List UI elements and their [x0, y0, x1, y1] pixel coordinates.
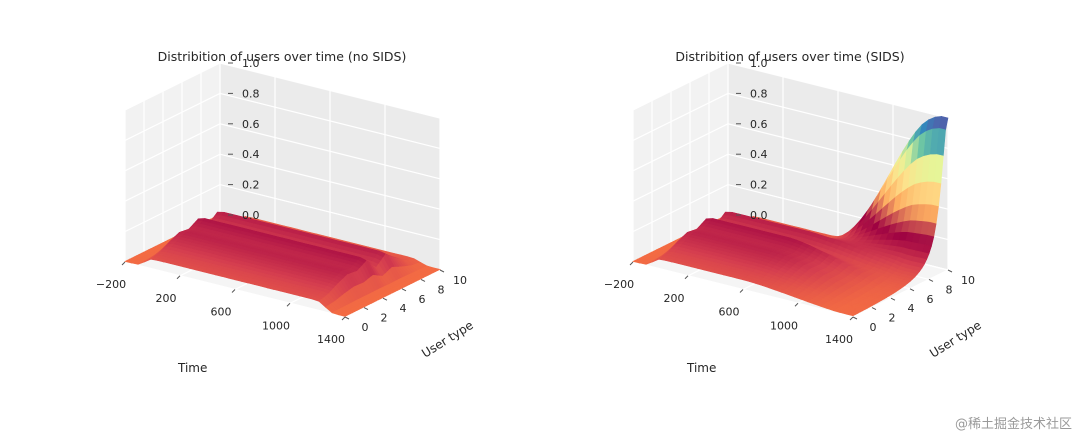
- gridline: [124, 183, 441, 241]
- surface-cell: [845, 312, 857, 317]
- y-tick-label: 10: [453, 274, 467, 287]
- y-tick-mark: [852, 316, 858, 320]
- x-tick-label: 1000: [262, 319, 290, 332]
- y-tick-mark: [420, 278, 426, 282]
- y-tick-mark: [928, 278, 934, 282]
- chart-sids: Distribition of users over time (SIDS) −…: [604, 49, 984, 375]
- y-tick-mark: [363, 307, 369, 311]
- x-tick-label: 600: [211, 306, 232, 319]
- z-tick-label: 0.2: [750, 179, 768, 192]
- z-tick-label: 0.4: [750, 148, 768, 161]
- z-tick-label: 0.8: [750, 87, 768, 100]
- gridline: [632, 153, 949, 210]
- y-tick-label: 4: [400, 302, 407, 315]
- y-tick-label: 8: [946, 283, 953, 296]
- y-tick-label: 2: [889, 312, 896, 325]
- y-tick-mark: [909, 288, 915, 292]
- z-tick-label: 0.0: [750, 209, 768, 222]
- z-tick-label: 1.0: [242, 57, 260, 70]
- z-tick-label: 0.6: [750, 118, 768, 131]
- gridline: [632, 92, 949, 149]
- y-tick-label: 10: [961, 274, 975, 287]
- back-pane: [633, 63, 728, 262]
- y-tick-mark: [890, 297, 896, 301]
- x-axis-title: Time: [686, 361, 716, 375]
- y-tick-mark: [344, 316, 350, 320]
- gridline: [124, 153, 441, 210]
- x-tick-mark: [286, 302, 291, 307]
- z-tick-label: 0.6: [242, 118, 260, 131]
- x-tick-label: −200: [96, 278, 126, 291]
- x-tick-label: 200: [664, 292, 685, 305]
- x-axis-title: Time: [177, 361, 207, 375]
- gridline: [632, 62, 949, 119]
- surface: [124, 211, 441, 317]
- y-tick-mark: [382, 297, 388, 301]
- y-tick-label: 4: [908, 302, 915, 315]
- surface: [632, 116, 949, 317]
- z-tick-label: 0.2: [242, 179, 260, 192]
- gridline: [124, 123, 441, 180]
- gridline: [124, 92, 441, 149]
- y-axis-title: User type: [419, 318, 476, 361]
- x-tick-mark: [739, 289, 744, 293]
- x-tick-mark: [684, 275, 689, 280]
- gridline: [124, 62, 441, 119]
- x-tick-mark: [231, 289, 236, 293]
- x-tick-label: 600: [719, 306, 740, 319]
- x-tick-label: −200: [604, 278, 634, 291]
- gridline: [632, 123, 949, 180]
- x-tick-mark: [849, 316, 854, 321]
- y-tick-mark: [947, 269, 953, 273]
- x-tick-mark: [629, 261, 634, 266]
- y-tick-mark: [871, 307, 877, 311]
- z-tick-label: 1.0: [750, 57, 768, 70]
- y-tick-label: 2: [381, 312, 388, 325]
- x-tick-label: 1400: [317, 333, 345, 346]
- y-tick-mark: [401, 288, 407, 292]
- x-tick-mark: [176, 275, 181, 280]
- x-tick-label: 1000: [770, 319, 798, 332]
- y-tick-label: 8: [438, 283, 445, 296]
- x-tick-label: 200: [156, 292, 177, 305]
- y-tick-label: 6: [419, 293, 426, 306]
- y-tick-label: 0: [870, 321, 877, 334]
- x-tick-mark: [794, 302, 799, 307]
- z-tick-label: 0.4: [242, 148, 260, 161]
- y-tick-mark: [439, 269, 445, 273]
- z-tick-label: 0.8: [242, 87, 260, 100]
- y-tick-label: 0: [362, 321, 369, 334]
- y-tick-label: 6: [927, 293, 934, 306]
- chart-title: Distribition of users over time (no SIDS…: [158, 49, 407, 64]
- x-tick-mark: [341, 316, 346, 321]
- x-tick-label: 1400: [825, 333, 853, 346]
- back-pane: [125, 63, 220, 262]
- z-tick-label: 0.0: [242, 209, 260, 222]
- y-axis-title: User type: [927, 318, 984, 361]
- surface-cell: [337, 313, 349, 317]
- watermark: @稀土掘金技术社区: [954, 417, 1072, 432]
- chart-title: Distribition of users over time (SIDS): [675, 49, 904, 64]
- x-tick-mark: [121, 261, 126, 266]
- chart-no-sids: Distribition of users over time (no SIDS…: [96, 49, 476, 375]
